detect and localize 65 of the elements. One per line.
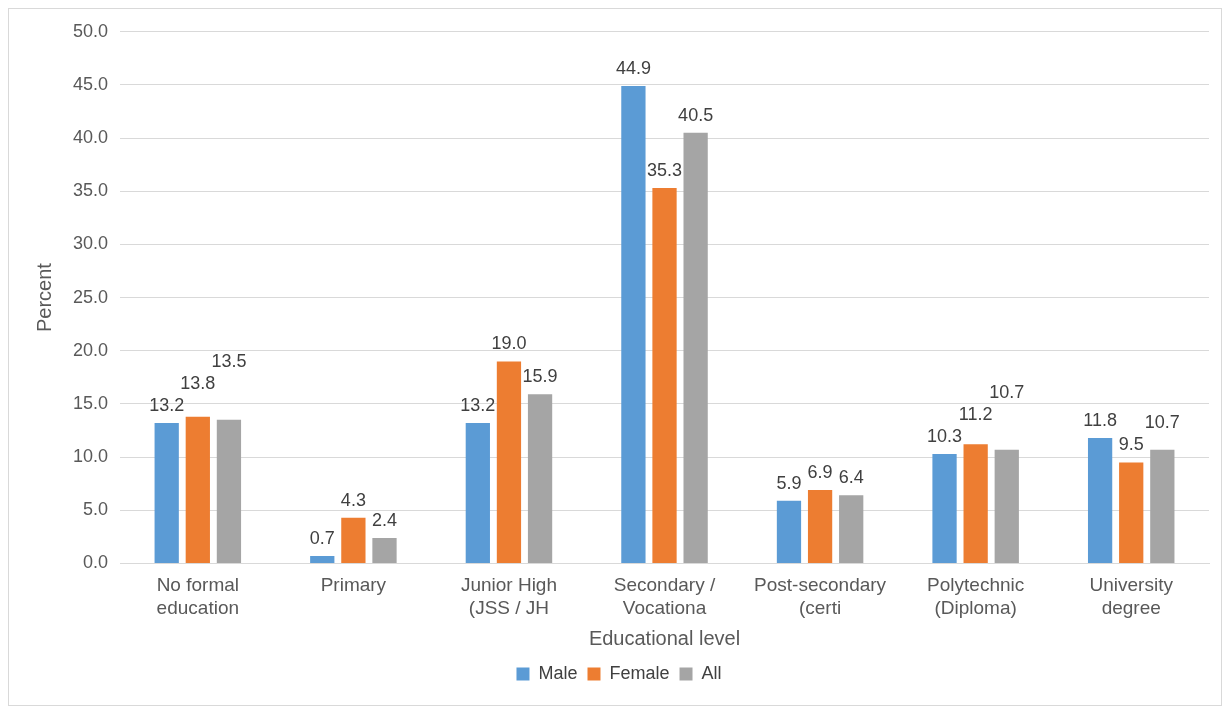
bar [1119, 462, 1144, 563]
y-tick-label: 10.0 [72, 446, 109, 467]
y-tick-label: 40.0 [72, 127, 109, 148]
x-tick-label: Primary [320, 574, 387, 596]
bar [527, 394, 553, 563]
bar [839, 495, 864, 563]
y-tick-label: 30.0 [72, 233, 109, 254]
data-label: 10.7 [989, 381, 1025, 402]
data-label: 6.9 [807, 462, 833, 483]
legend-label: All [701, 662, 722, 683]
bar [652, 188, 677, 563]
data-label: 11.8 [1083, 409, 1117, 430]
data-label: 0.7 [309, 527, 335, 548]
bar [621, 86, 646, 563]
x-tick-label: University degree [1089, 574, 1174, 618]
bar [683, 132, 708, 563]
data-label: 2.4 [371, 509, 398, 530]
data-label: 35.3 [646, 160, 683, 181]
data-label: 13.2 [149, 395, 185, 416]
bar [216, 419, 242, 563]
bar [372, 537, 397, 563]
data-label: 5.9 [776, 472, 802, 493]
bar [154, 423, 179, 563]
data-label: 44.9 [615, 57, 651, 78]
bar [310, 555, 335, 563]
data-label: 4.3 [340, 489, 366, 510]
y-tick-label: 35.0 [72, 180, 109, 201]
data-label: 15.9 [522, 366, 558, 387]
bar [185, 416, 210, 563]
x-tick-label: Polytechnic (Diploma) [927, 574, 1025, 618]
bar [496, 361, 522, 563]
x-axis-title: Educational level [588, 626, 741, 649]
y-axis-title: Percent [32, 262, 55, 333]
legend-label: Male [538, 662, 578, 683]
data-label: 9.5 [1118, 434, 1144, 455]
data-label: 19.0 [491, 333, 527, 354]
bar [341, 517, 366, 563]
data-label: 10.3 [927, 425, 963, 446]
bar [963, 444, 988, 563]
x-tick-label: Junior High (JSS / JH [460, 574, 557, 618]
bar [1150, 449, 1175, 563]
bar [465, 423, 490, 563]
x-tick-label: Post-secondary (certi [754, 574, 887, 618]
bar [776, 500, 802, 563]
bar [807, 490, 833, 563]
y-tick-label: 20.0 [72, 339, 109, 360]
data-label: 13.2 [460, 395, 496, 416]
bar [932, 453, 957, 563]
y-tick-label: 15.0 [72, 392, 109, 413]
x-tick-label: Secondary / Vocationa [613, 574, 716, 618]
bar [1087, 437, 1113, 563]
y-tick-label: 25.0 [72, 286, 109, 307]
data-label: 13.5 [211, 351, 247, 372]
y-tick-label: 50.0 [72, 20, 109, 41]
data-label: 40.5 [678, 104, 714, 125]
data-label: 11.2 [958, 403, 993, 424]
data-label: 6.4 [838, 467, 864, 488]
bar [994, 449, 1019, 563]
y-tick-label: 5.0 [83, 499, 109, 520]
y-tick-label: 0.0 [83, 552, 109, 573]
y-tick-label: 45.0 [72, 73, 109, 94]
data-label: 10.7 [1144, 412, 1180, 433]
legend-label: Female [609, 662, 670, 683]
x-tick-label: No formal education [156, 574, 240, 618]
data-label: 13.8 [180, 373, 216, 394]
